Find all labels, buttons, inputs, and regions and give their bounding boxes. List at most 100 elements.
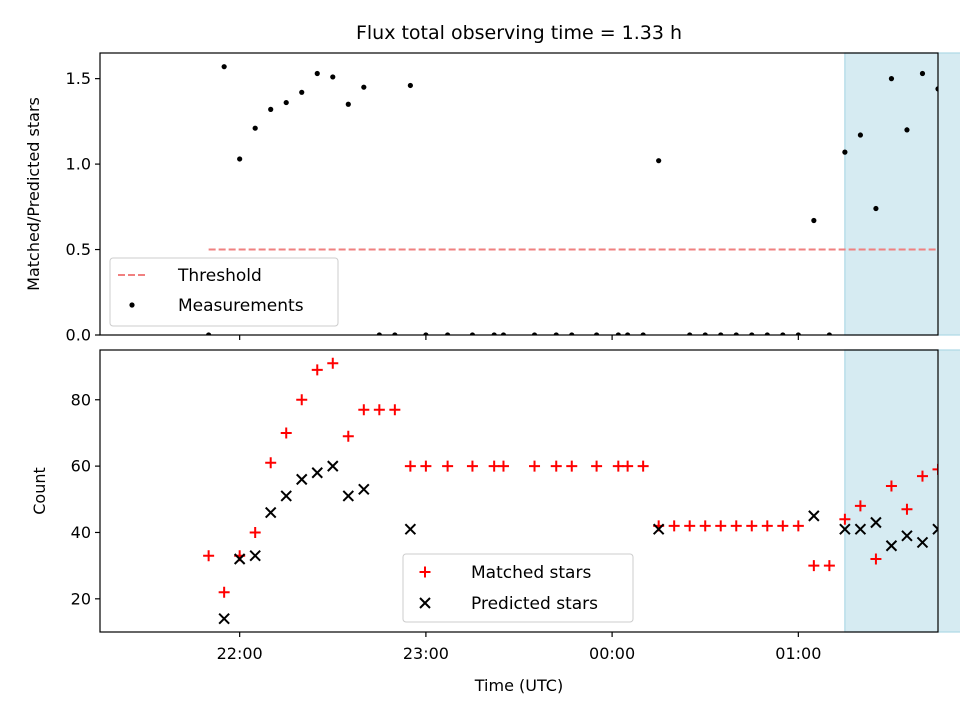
measurement-point [935, 86, 938, 92]
matched-star-point [265, 457, 277, 469]
y-axis-label-bottom: Count [30, 467, 49, 515]
measurement-point [314, 70, 320, 77]
measurement-point [857, 132, 864, 138]
measurement-point [888, 76, 895, 82]
x-tick-label: 01:00 [775, 644, 821, 663]
legend-label: Threshold [177, 266, 262, 286]
plot-frame [99, 52, 939, 336]
y-tick-label: 20 [71, 589, 91, 608]
measurement-point [904, 127, 910, 133]
matched-star-point [668, 520, 680, 532]
legend-top: Threshold Measurements [109, 257, 339, 327]
legend-bottom: Matched stars Predicted stars [402, 553, 634, 623]
matched-star-point [218, 586, 230, 598]
measurement-point [361, 84, 367, 90]
matched-star-point [497, 460, 509, 472]
matched-star-point [901, 503, 913, 515]
predicted-star-point [404, 523, 417, 535]
matched-star-point [373, 404, 385, 416]
predicted-star-point [296, 473, 308, 486]
matched-star-point [327, 357, 339, 369]
x-axis-label: Time (UTC) [474, 676, 563, 695]
predicted-star-point [264, 506, 277, 519]
matched-star-point [730, 520, 742, 532]
predicted-star-point [870, 516, 882, 529]
matched-star-point [870, 553, 882, 565]
measurement-point [491, 332, 497, 335]
matched-star-point [296, 394, 308, 406]
measurement-point [718, 332, 724, 335]
predicted-star-point [885, 540, 898, 552]
matched-star-point [280, 427, 292, 439]
legend-label: Matched stars [471, 563, 591, 583]
matched-star-point [622, 460, 634, 472]
matched-star-point [389, 404, 401, 416]
measurement-point [625, 332, 631, 335]
legend-predicted-swatch [419, 597, 431, 609]
y-axis-label-top: Matched/Predicted stars [24, 97, 43, 291]
predicted-star-point [932, 523, 938, 535]
legend-label: Predicted stars [471, 594, 598, 614]
y-tick-label: 0.5 [66, 240, 91, 259]
matched-star-point [637, 460, 649, 472]
measurement-point [826, 332, 832, 335]
matched-star-point [404, 460, 416, 472]
measurement-point [615, 332, 621, 335]
measurement-point [407, 82, 413, 89]
measurement-point [593, 332, 600, 335]
measurement-point [656, 158, 662, 164]
measurement-point [469, 332, 476, 335]
measurement-point [553, 332, 559, 335]
matched-star-point [529, 460, 541, 472]
predicted-star-point [358, 483, 370, 496]
predicted-star-point [249, 549, 261, 562]
matched-star-point [358, 404, 370, 416]
matched-star-point [839, 513, 851, 525]
matched-star-point [715, 520, 727, 532]
measurement-point [206, 332, 212, 335]
matched-star-point [777, 520, 789, 532]
measurement-point [392, 332, 398, 335]
matched-star-point [684, 520, 696, 532]
measurement-point [702, 332, 708, 335]
predicted-star-point [342, 490, 355, 502]
matched-star-point [249, 526, 261, 538]
measurement-point [268, 106, 274, 112]
measurement-point [376, 332, 382, 335]
measurement-point [733, 332, 739, 335]
y-tick-label: 40 [71, 523, 91, 542]
predicted-star-point [233, 553, 246, 565]
measurement-point [811, 217, 817, 224]
predicted-star-point [652, 523, 665, 535]
matched-star-point [466, 460, 478, 472]
measurement-point [780, 332, 786, 335]
matched-star-point [442, 460, 454, 472]
highlight-band [844, 349, 960, 633]
predicted-star-point [311, 467, 323, 479]
measurement-point [764, 332, 770, 335]
predicted-star-point [808, 510, 820, 522]
y-tick-label: 60 [71, 457, 91, 476]
measurement-point [687, 332, 693, 335]
predicted-star-point [854, 523, 867, 535]
measurement-point [283, 99, 289, 106]
measurement-point [569, 332, 575, 335]
x-tick-label: 23:00 [403, 644, 449, 663]
matched-star-point [699, 520, 711, 532]
legend-box [402, 553, 634, 623]
measurement-point [221, 64, 227, 70]
matched-star-point [808, 560, 820, 572]
highlight-band [844, 52, 960, 336]
measurement-point [919, 70, 926, 77]
measurement-point [795, 332, 801, 335]
predicted-star-point [280, 490, 292, 502]
measurement-point [423, 332, 429, 335]
ratio-panel: 0.0 0.5 1.0 1.5 [66, 52, 960, 345]
matched-star-point [885, 480, 897, 492]
matched-star-point [342, 430, 354, 442]
matched-star-point [854, 500, 866, 512]
y-tick-label: 0.0 [66, 326, 91, 345]
legend-label: Measurements [178, 296, 304, 316]
matched-star-point [488, 460, 500, 472]
measurement-point [500, 332, 507, 335]
